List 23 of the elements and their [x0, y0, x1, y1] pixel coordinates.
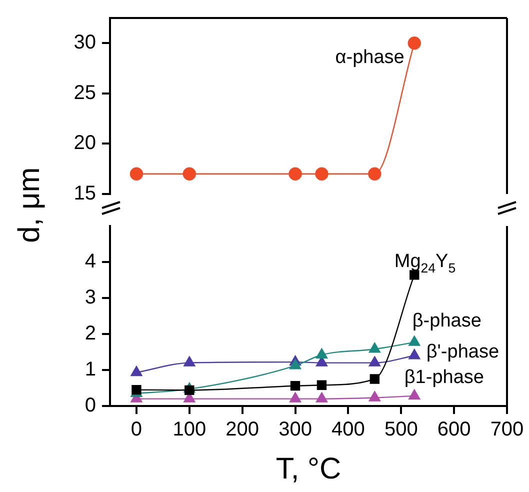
y-tick-label: 25: [74, 82, 96, 104]
x-axis-title: T, °C: [276, 452, 342, 486]
y-tick-label: 4: [84, 250, 96, 273]
y-tick-label: 30: [74, 32, 96, 54]
x-tick-label: 0: [130, 418, 142, 441]
y-tick-label: 15: [74, 182, 96, 205]
x-tick-label: 700: [490, 418, 524, 441]
x-tick-label: 300: [278, 418, 312, 441]
y-tick-label: 2: [84, 322, 96, 345]
series-label: β-phase: [412, 310, 482, 332]
y-tick-label: 1: [84, 358, 96, 381]
y-tick-label: 3: [84, 286, 96, 309]
x-tick-label: 400: [332, 418, 365, 441]
x-tick-label: 500: [384, 418, 418, 441]
x-tick-label: 200: [226, 418, 260, 441]
y-tick-label: 20: [74, 132, 96, 154]
series-label: α-phase: [335, 47, 404, 68]
series-label: β1-phase: [404, 366, 484, 388]
y-tick-label: 0: [84, 394, 96, 417]
x-tick-label: 600: [437, 418, 471, 441]
series-label: β'-phase: [426, 342, 500, 363]
x-tick-label: 100: [172, 418, 206, 441]
y-axis-title: d, μm: [12, 166, 47, 245]
